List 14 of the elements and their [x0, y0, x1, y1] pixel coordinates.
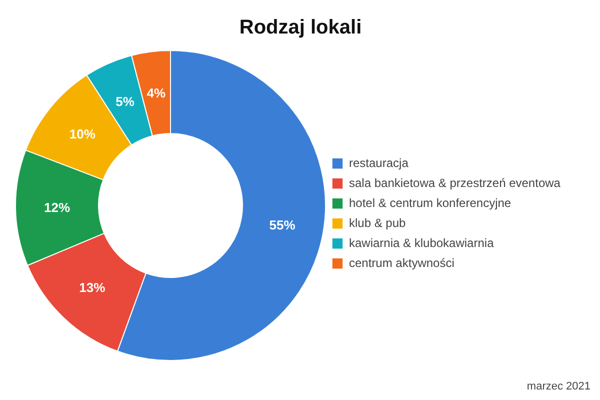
data-label: 4% — [146, 85, 166, 100]
legend-label: sala bankietowa & przestrzeń eventowa — [349, 176, 560, 190]
data-label: 13% — [79, 280, 106, 296]
data-label: 10% — [69, 126, 96, 142]
legend-label: klub & pub — [349, 216, 406, 230]
legend-label: centrum aktywności — [349, 256, 454, 270]
chart-title: Rodzaj lokali — [239, 16, 362, 38]
data-label: 5% — [116, 94, 135, 110]
legend-label: kawiarnia & klubokawiarnia — [349, 236, 494, 250]
legend-label: hotel & centrum konferencyjne — [349, 196, 512, 210]
data-label: 12% — [44, 200, 70, 215]
data-label: 55% — [269, 218, 296, 233]
legend-label: restauracja — [349, 156, 408, 170]
text: marzec 2021 — [526, 380, 591, 392]
